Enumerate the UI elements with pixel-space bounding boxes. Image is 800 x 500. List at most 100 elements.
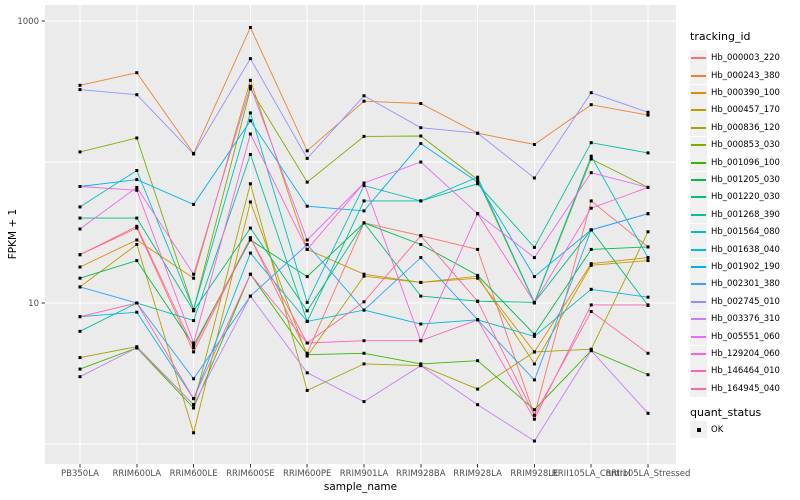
legend-key-box: [690, 362, 707, 380]
data-point: [305, 247, 309, 251]
legend-item-label: Hb_000003_220: [711, 53, 780, 64]
legend-item-label: Hb_001205_030: [711, 175, 780, 186]
legend-item-label: Hb_000457_170: [711, 105, 780, 116]
data-point: [135, 243, 139, 246]
legend-item-label: OK: [711, 424, 724, 435]
plot-panel: [45, 5, 676, 464]
data-point: [135, 301, 139, 305]
line-swatch-icon: [691, 57, 706, 60]
data-point: [589, 287, 593, 291]
line-swatch-icon: [691, 266, 706, 269]
data-point: [248, 26, 252, 29]
legend-key-box: [690, 119, 707, 137]
data-point: [646, 303, 650, 307]
legend-item-label: Hb_003376_310: [711, 314, 780, 325]
legend-key-box: [690, 310, 707, 328]
line-swatch-icon: [691, 300, 706, 303]
data-point: [78, 265, 82, 269]
legend-item-Hb_146464_010: Hb_146464_010: [690, 362, 780, 380]
line-swatch-icon: [691, 231, 706, 234]
line-swatch-icon: [691, 144, 706, 147]
legend-key-box: [690, 101, 707, 119]
legend-key-box: [690, 136, 707, 154]
data-point: [248, 251, 252, 255]
x-tick-label: RRIM928BA: [396, 469, 446, 479]
data-point: [589, 91, 593, 95]
legend-key-box: [690, 154, 707, 172]
data-point: [532, 413, 536, 417]
data-point: [305, 275, 309, 279]
data-point: [192, 272, 196, 276]
data-point: [589, 103, 593, 107]
line-swatch-icon: [691, 161, 706, 164]
data-point: [362, 300, 366, 304]
data-point: [419, 294, 423, 298]
legend-key-box: [690, 49, 707, 67]
x-tick-label: RRIM600SE: [226, 469, 275, 479]
data-point: [248, 111, 252, 115]
legend-key-box: [690, 275, 707, 293]
data-point: [589, 228, 593, 232]
data-point: [419, 339, 423, 343]
data-point: [476, 276, 480, 280]
data-point: [419, 199, 423, 203]
legend-item-Hb_001638_040: Hb_001638_040: [690, 241, 780, 259]
data-point: [78, 276, 82, 280]
data-point: [646, 185, 650, 189]
data-point: [78, 227, 82, 231]
legend-item-label: Hb_001638_040: [711, 244, 780, 255]
data-point: [305, 371, 309, 375]
data-point: [362, 339, 366, 343]
data-point: [135, 259, 139, 263]
line-swatch-icon: [691, 248, 706, 251]
x-tick-label: RRIM928LE: [510, 469, 558, 479]
data-point: [589, 310, 593, 313]
data-point: [532, 256, 536, 260]
legend-item-label: Hb_001268_390: [711, 209, 780, 220]
data-point: [646, 411, 650, 415]
data-point: [78, 83, 82, 87]
data-point: [192, 346, 196, 350]
data-point: [305, 319, 309, 323]
legend-item-Hb_000836_120: Hb_000836_120: [690, 119, 780, 137]
legend-key-box: [690, 206, 707, 224]
legend-item-label: Hb_000243_380: [711, 70, 780, 81]
data-point: [248, 236, 252, 240]
legend-item-Hb_164945_040: Hb_164945_040: [690, 380, 780, 398]
data-point: [419, 134, 423, 138]
data-point: [419, 126, 423, 130]
data-point: [476, 299, 480, 303]
legend-key-box: [690, 380, 707, 398]
data-point: [589, 141, 593, 145]
data-point: [362, 272, 366, 276]
legend-title-quant-status: quant_status: [690, 406, 762, 419]
legend-item-label: Hb_002301_380: [711, 279, 780, 290]
data-point: [78, 367, 82, 371]
legend-key-box: [690, 67, 707, 85]
line-swatch-icon: [691, 92, 706, 95]
legend-item-label: Hb_001220_030: [711, 192, 780, 203]
data-point: [248, 226, 252, 230]
data-point: [305, 243, 309, 246]
line-swatch-icon: [691, 179, 706, 182]
legend-key-box: [690, 171, 707, 189]
x-tick-label: RRIM901LA: [340, 469, 389, 479]
data-point: [192, 406, 196, 410]
data-point: [476, 212, 480, 216]
data-point: [646, 373, 650, 377]
data-point: [248, 182, 252, 186]
data-point: [305, 353, 309, 357]
x-axis-title: sample_name: [323, 481, 398, 493]
data-point: [532, 417, 536, 421]
data-point: [248, 238, 252, 242]
data-point: [135, 346, 139, 350]
legend-key-box: [690, 345, 707, 363]
legend-item-Hb_000457_170: Hb_000457_170: [690, 101, 780, 119]
x-tick-label: RRIM600PE: [283, 469, 331, 479]
data-point: [305, 388, 309, 392]
x-tick-label: RRIM600LA: [112, 469, 161, 479]
data-point: [476, 403, 480, 407]
data-point: [589, 199, 593, 203]
data-point: [135, 185, 139, 189]
data-point: [532, 439, 536, 443]
